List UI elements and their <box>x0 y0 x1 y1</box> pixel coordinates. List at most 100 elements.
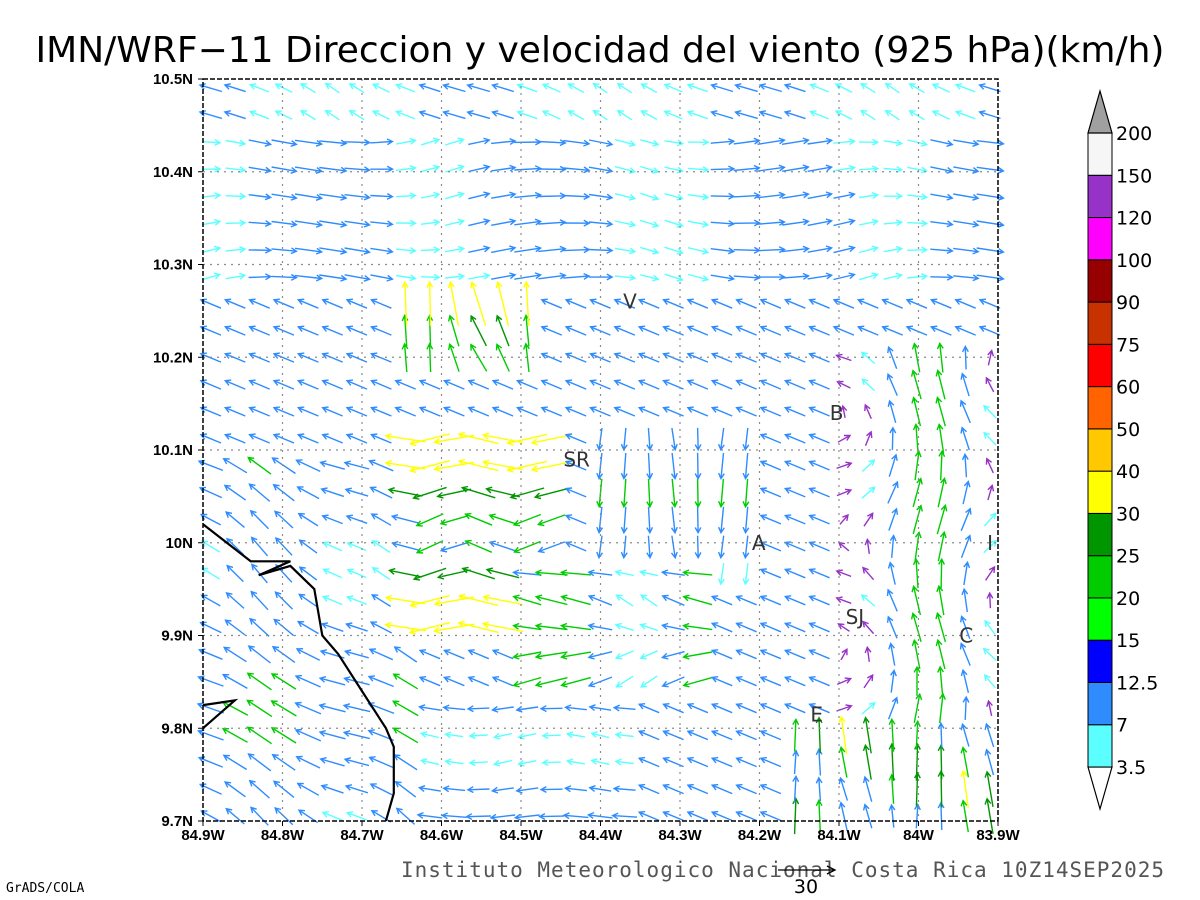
wind-vector <box>445 164 465 173</box>
wind-vector <box>444 758 464 766</box>
wind-vector <box>221 673 248 690</box>
wind-vector <box>296 325 319 336</box>
wind-vector <box>733 219 761 227</box>
wind-vector <box>883 166 904 173</box>
wind-vector <box>783 595 806 606</box>
wind-vector <box>468 732 488 740</box>
wind-vector <box>394 780 417 798</box>
wind-vector <box>858 245 880 254</box>
wind-vector <box>710 83 734 93</box>
wind-vector <box>596 427 604 452</box>
wind-vector <box>807 137 834 145</box>
wind-vector <box>587 569 613 577</box>
wind-vector <box>225 246 247 254</box>
latitude-tick-label: 10.3N <box>153 257 193 274</box>
wind-vector <box>564 541 587 552</box>
wind-vector <box>467 406 490 417</box>
wind-vector <box>710 110 734 120</box>
wind-vector <box>296 486 320 500</box>
wind-vector <box>460 485 496 499</box>
wind-vector <box>248 273 273 281</box>
wind-vector <box>517 759 537 767</box>
wind-vector <box>612 704 636 712</box>
wind-vector <box>560 651 592 660</box>
wind-vector <box>559 569 591 577</box>
wind-vector <box>491 272 517 280</box>
colorbar-segment <box>1087 597 1113 641</box>
wind-vector <box>395 110 416 120</box>
wind-vector <box>418 676 441 687</box>
wind-vector <box>686 83 709 93</box>
wind-vector <box>401 342 409 373</box>
wind-vector <box>883 139 904 147</box>
wind-vector <box>757 218 786 226</box>
wind-vector <box>936 584 945 616</box>
wind-vector <box>742 427 750 452</box>
wind-vector <box>963 560 971 586</box>
colorbar-segment <box>1087 132 1113 176</box>
wind-vector <box>884 109 900 121</box>
wind-vector <box>638 569 659 577</box>
wind-vector <box>864 403 872 419</box>
wind-vector <box>223 298 246 309</box>
wind-vector <box>978 298 1001 309</box>
wind-vector <box>914 530 922 562</box>
colorbar-tick-label: 12.5 <box>1116 672 1158 694</box>
wind-vector <box>320 622 344 632</box>
wind-vector <box>783 514 806 525</box>
wind-vector <box>489 813 516 821</box>
wind-vector <box>976 193 1005 201</box>
wind-vector <box>370 513 392 526</box>
latitude-tick-label: 9.7N <box>161 813 193 830</box>
wind-vector <box>808 514 830 525</box>
wind-vector <box>515 705 539 713</box>
wind-vector <box>534 651 568 660</box>
wind-vector <box>224 619 246 636</box>
wind-vector <box>296 433 319 444</box>
wind-vector <box>840 648 848 661</box>
wind-vector <box>985 376 995 393</box>
wind-vector <box>321 811 343 821</box>
wind-vector <box>862 775 873 802</box>
wind-vector <box>298 593 318 608</box>
wind-vector <box>889 534 897 558</box>
wind-vector <box>735 298 757 309</box>
wind-vector <box>370 165 394 173</box>
wind-vector <box>953 220 980 228</box>
wind-vector <box>838 745 848 778</box>
wind-vector <box>735 379 757 390</box>
wind-vector <box>637 406 660 417</box>
wind-vector <box>984 722 995 748</box>
wind-vector <box>395 137 417 145</box>
wind-vector <box>984 619 996 635</box>
wind-vector <box>274 537 293 556</box>
wind-vector <box>759 703 782 714</box>
wind-vector <box>296 782 320 796</box>
colorbar-tick-label: 100 <box>1116 250 1152 272</box>
wind-vector <box>862 743 872 780</box>
wind-vector <box>294 193 324 201</box>
wind-vector <box>384 621 426 632</box>
wind-vector <box>321 379 343 390</box>
wind-vector <box>710 703 733 714</box>
wind-vector <box>250 590 269 611</box>
wind-vector <box>620 427 628 452</box>
wind-vector <box>670 427 678 452</box>
wind-vector <box>836 380 851 389</box>
wind-vector <box>538 219 567 226</box>
wind-vector <box>466 110 491 120</box>
wind-vector <box>694 478 702 509</box>
wind-vector <box>832 325 855 336</box>
wind-vector <box>490 786 514 794</box>
wind-vector <box>886 372 898 396</box>
wind-vector <box>537 541 566 554</box>
wind-vector <box>522 342 530 372</box>
wind-vector <box>370 379 392 390</box>
wind-vector <box>466 705 490 713</box>
wind-vector <box>663 83 683 93</box>
wind-vector <box>560 676 591 688</box>
wind-vector <box>530 461 572 473</box>
wind-vector <box>418 83 441 93</box>
city-marker-c: C <box>959 624 973 648</box>
wind-vector <box>495 314 510 347</box>
